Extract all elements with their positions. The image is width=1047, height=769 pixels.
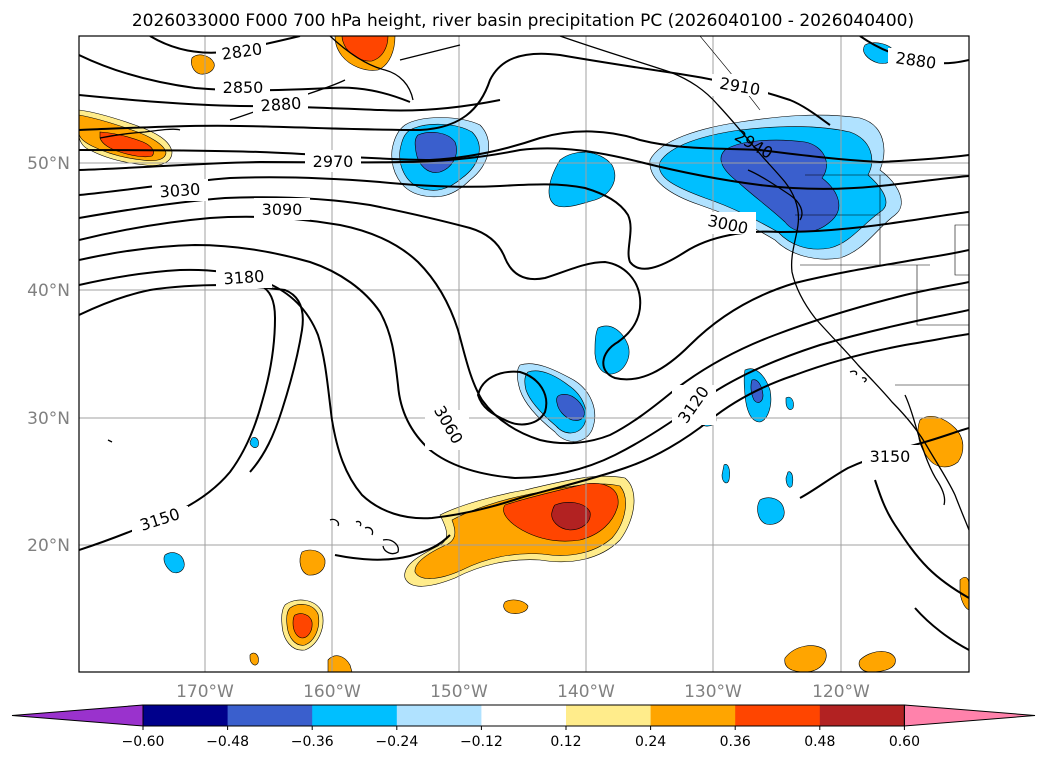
- contour-label-2880-w: 2880: [260, 94, 302, 116]
- shade-cyan-small-7: [249, 437, 259, 448]
- coast-small-isl: [107, 439, 113, 443]
- colorbar-segment: [735, 705, 821, 726]
- contour-2940: [79, 130, 969, 164]
- lat-label-50n: 50°N: [27, 154, 70, 174]
- contour-labels: 2820 2850 2880 2880 2910 2940 2970 3000 …: [132, 39, 944, 535]
- lat-label-40n: 40°N: [27, 281, 70, 301]
- colorbar-extend-low: [11, 704, 144, 727]
- shade-orange-small-4: [299, 549, 326, 576]
- colorbar-tick-label: −0.36: [291, 734, 334, 750]
- shade-cyan-small-5: [721, 464, 730, 484]
- shade-red-165w: [292, 613, 313, 639]
- lat-label-30n: 30°N: [27, 409, 70, 429]
- shade-orange-baja: [917, 416, 964, 468]
- shade-darkred-south: [551, 502, 591, 531]
- shade-orange-right-edge: [959, 576, 969, 611]
- border-box-ne: [954, 224, 969, 276]
- colorbar-tick-label: −0.60: [122, 734, 165, 750]
- lon-label-130w: 130°W: [684, 682, 742, 702]
- contour-label-3180: 3180: [223, 267, 265, 289]
- colorbar-segment: [396, 705, 482, 726]
- colorbar-tick-label: −0.24: [375, 734, 418, 750]
- contour-label-3030: 3030: [159, 180, 201, 202]
- lon-label-120w: 120°W: [812, 682, 870, 702]
- colorbar-segment: [227, 705, 313, 726]
- lat-label-20n: 20°N: [27, 536, 70, 556]
- latitude-labels: 50°N 40°N 30°N 20°N: [27, 154, 70, 556]
- shade-blue-mid-155w: [414, 132, 457, 173]
- colorbar-extend-high: [903, 704, 1036, 727]
- colorbar-tick-label: 0.36: [720, 734, 751, 750]
- colorbar-tick-label: 0.12: [550, 734, 581, 750]
- contour-label-2850: 2850: [223, 78, 264, 97]
- contour-label-3150-e: 3150: [870, 447, 911, 466]
- shade-orange-small-6: [249, 652, 259, 666]
- colorbar-segment: [312, 705, 398, 726]
- coast-aleutian: [99, 128, 181, 139]
- contour-closed-low: [476, 370, 548, 426]
- colorbar-segment: [566, 705, 652, 726]
- colorbar-segment: [819, 705, 905, 726]
- shade-orange-small-bottom-1: [784, 645, 827, 672]
- colorbar-segment: [650, 705, 736, 726]
- contour-south: [334, 534, 451, 561]
- figure-title: 2026033000 F000 700 hPa height, river ba…: [132, 11, 914, 31]
- shade-orange-small-5: [503, 599, 529, 614]
- shade-cyan-small-6: [785, 471, 794, 488]
- lon-label-140w: 140°W: [557, 682, 615, 702]
- contour-label-3090: 3090: [262, 200, 303, 219]
- contour-3090: [79, 243, 969, 480]
- lon-label-170w: 170°W: [176, 682, 234, 702]
- shade-cyan-small-1: [757, 497, 785, 525]
- longitude-labels: 170°W 160°W 150°W 140°W 130°W 120°W: [176, 682, 870, 702]
- contour-3000: [79, 176, 969, 270]
- colorbar-tick-label: −0.12: [460, 734, 503, 750]
- colorbar-border: [142, 704, 905, 727]
- shade-cyan-small-8: [785, 396, 794, 410]
- lon-label-150w: 150°W: [430, 682, 488, 702]
- contour-label-2970: 2970: [313, 152, 354, 171]
- border-nv-ca: [916, 265, 969, 326]
- colorbar-tick-label: 0.60: [889, 734, 920, 750]
- coast-vancouver-isl: [747, 169, 803, 221]
- coast-channel-isl: [849, 370, 867, 383]
- colorbar-tick-label: −0.48: [206, 734, 249, 750]
- shade-orange-small-bottom-2: [858, 651, 896, 672]
- shade-cyan-small-3: [163, 552, 185, 574]
- shade-orange-small-top: [191, 54, 215, 75]
- map-frame: [78, 35, 970, 673]
- coastlines: [99, 36, 969, 555]
- contour-2970: [79, 147, 969, 190]
- shade-blue-mid-145w: [556, 394, 585, 421]
- contour-3180: [79, 283, 304, 473]
- map-content: 2820 2850 2880 2880 2910 2940 2970 3000 …: [79, 36, 969, 672]
- colorbar-tick-label: 0.48: [804, 734, 835, 750]
- coast-hawaii: [329, 518, 399, 555]
- contour-far-se: [914, 607, 969, 651]
- political-borders: [699, 36, 969, 386]
- coast-se-alaska-bc: [559, 36, 969, 531]
- lon-label-160w: 160°W: [303, 682, 361, 702]
- colorbar-tick-label: 0.24: [635, 734, 666, 750]
- colorbar: −0.60 −0.48 −0.36 −0.24 −0.12 0.12 0.24 0.36 0.4…: [11, 704, 1036, 750]
- colorbar-segment: [143, 705, 229, 726]
- colorbar-segment: [481, 705, 567, 726]
- coast-baja: [904, 394, 946, 506]
- contour-3030: [79, 196, 969, 381]
- shade-orange-small-bottom-3: [327, 655, 353, 672]
- contour-se: [874, 479, 969, 599]
